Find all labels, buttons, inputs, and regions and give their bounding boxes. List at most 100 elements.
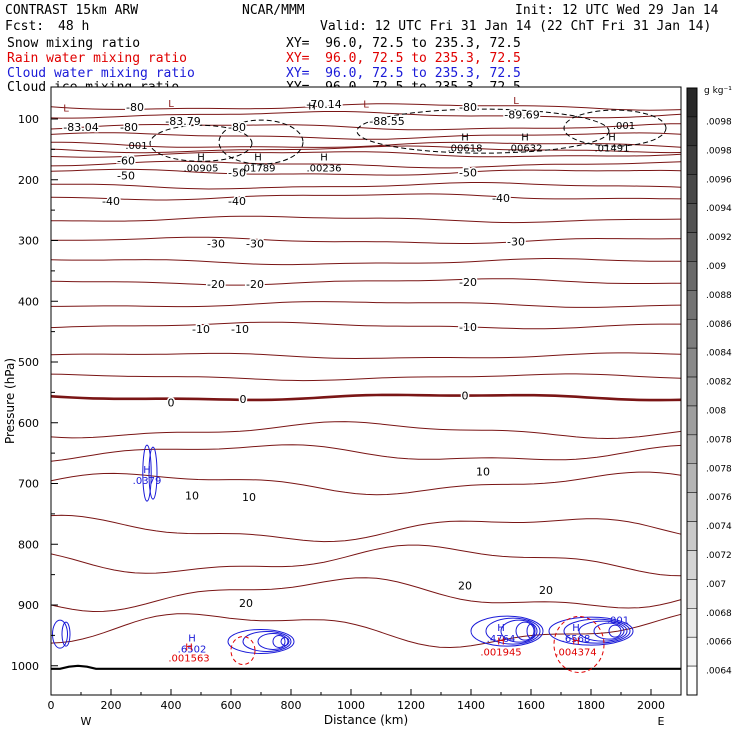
field-rain-xy: XY= 96.0, 72.5 to 235.3, 72.5: [286, 51, 521, 66]
contour-value-label: .001: [607, 616, 629, 627]
isotherm-label: -80: [126, 101, 144, 114]
ground-line: [51, 664, 681, 670]
colorbar-swatch: [686, 665, 698, 696]
colorbar-swatch: [686, 145, 698, 175]
isotherm-label: -83.79: [165, 115, 200, 128]
isotherm-label: -83.04: [63, 121, 98, 134]
extremum-mark: H: [143, 465, 151, 476]
extremum-value: .6502: [178, 644, 207, 655]
colorbar-tick-label: .0068: [706, 609, 732, 619]
x-tick-label: 800: [281, 699, 302, 712]
isotherm-label: 10: [476, 465, 490, 478]
y-tick-label: 800: [18, 538, 39, 551]
rain-water-contour: [553, 615, 605, 673]
x-tick-label: 0: [48, 699, 55, 712]
extremum-value: .00632: [508, 143, 543, 154]
colorbar-tick-label: .0064: [706, 667, 732, 677]
extremum-value: .00618: [448, 143, 483, 154]
colorbar-tick-label: .0074: [706, 522, 732, 532]
x-tick-label: 200: [101, 699, 122, 712]
extremum-mark: H: [497, 623, 505, 634]
cloud-water-contour: [608, 624, 622, 638]
extremum-value: .001945: [480, 647, 521, 658]
x-tick-label: 1800: [577, 699, 605, 712]
x-axis-label: Distance (km): [324, 713, 408, 727]
x-tick-label: 600: [221, 699, 242, 712]
cloud-water-contour: [563, 618, 631, 644]
colorbar-swatch: [686, 463, 698, 493]
extremum-value: .001563: [168, 654, 209, 665]
isotherm--60: [50, 151, 682, 158]
extremum-mark: H: [572, 623, 580, 634]
isotherm-label: -30: [207, 238, 225, 251]
isotherm-label: -80: [228, 121, 246, 134]
isotherm-label: 10: [242, 491, 256, 504]
isotherm-label: -20: [459, 276, 477, 289]
isotherm-label: -70.14: [306, 98, 341, 111]
isotherm-label: -40: [228, 195, 246, 208]
y-tick-label: 500: [18, 356, 39, 369]
isotherm-label: -20: [207, 278, 225, 291]
isotherm-label: -80: [459, 101, 477, 114]
colorbar-swatch: [686, 608, 698, 638]
init-time: Init: 12 UTC Wed 29 Jan 14: [515, 3, 719, 18]
field-cloud-water-name: Cloud water mixing ratio: [7, 66, 195, 81]
isotherm-label: -88.55: [369, 115, 404, 128]
isotherm-label: -50: [117, 169, 135, 182]
extremum-mark: H: [197, 152, 205, 163]
colorbar-tick-label: .008: [706, 407, 726, 417]
y-tick-label: 400: [18, 295, 39, 308]
colorbar-tick-label: .007: [706, 580, 726, 590]
isotherm-label: 0: [240, 393, 247, 406]
y-tick-label: 200: [18, 174, 39, 187]
x-tick-label: 1200: [397, 699, 425, 712]
isotherm-label: 20: [239, 597, 253, 610]
isotherm-label: -50: [228, 166, 246, 179]
colorbar-tick-label: .0066: [706, 638, 732, 648]
x-tick-label: 1600: [517, 699, 545, 712]
contour-value-label: .001: [125, 141, 147, 152]
extremum-mark: H: [254, 152, 262, 163]
cloud-water-contour: [526, 623, 536, 639]
extremum-mark: H: [572, 636, 580, 647]
x-tick-label: 1000: [337, 699, 365, 712]
x-tick-label: 2000: [637, 699, 665, 712]
isotherm--40: [50, 193, 682, 201]
colorbar-tick-label: .0072: [706, 551, 732, 561]
isotherm--10: [50, 321, 681, 330]
colorbar-unit: g kg⁻¹: [704, 86, 732, 96]
extremum-value: .0379: [133, 476, 162, 487]
colorbar-tick-label: .0098: [706, 146, 732, 156]
isotherm-line: [51, 141, 682, 148]
isotherm-line: [51, 215, 682, 224]
colorbar-swatch: [686, 203, 698, 233]
colorbar-swatch: [686, 347, 698, 378]
field-cloud-water-xy: XY= 96.0, 72.5 to 235.3, 72.5: [286, 66, 521, 81]
colorbar-swatch: [686, 261, 698, 291]
colorbar-tick-label: .0098: [706, 117, 732, 127]
field-rain-name: Rain water mixing ratio: [7, 51, 188, 66]
fcst-label: Fcst:: [5, 19, 45, 34]
isotherm-label: -10: [459, 321, 477, 334]
contour-value-label: .001: [613, 121, 635, 132]
isotherm-line: [50, 352, 682, 360]
colorbar-swatch: [686, 434, 698, 465]
extremum-mark: H: [461, 132, 469, 143]
west-label: W: [81, 715, 92, 728]
field-snow-xy: XY= 96.0, 72.5 to 235.3, 72.5: [286, 36, 521, 51]
isotherm-0: [50, 393, 682, 402]
isotherm-label: -10: [192, 323, 210, 336]
extremum-mark: H: [608, 132, 616, 143]
colorbar-swatch: [686, 290, 698, 320]
isotherm-label: -40: [102, 195, 120, 208]
rain-water-contour: [230, 636, 256, 666]
extremum-value: .00905: [184, 163, 219, 174]
colorbar-tick-label: .0086: [706, 320, 732, 330]
cloud-water-contour: [470, 615, 544, 647]
cloud-water-contour: [148, 446, 158, 500]
isotherm-label: 0: [168, 397, 175, 410]
isotherm--30: [51, 236, 682, 244]
isotherm-line: [50, 373, 682, 382]
colorbar-swatch: [686, 232, 698, 262]
